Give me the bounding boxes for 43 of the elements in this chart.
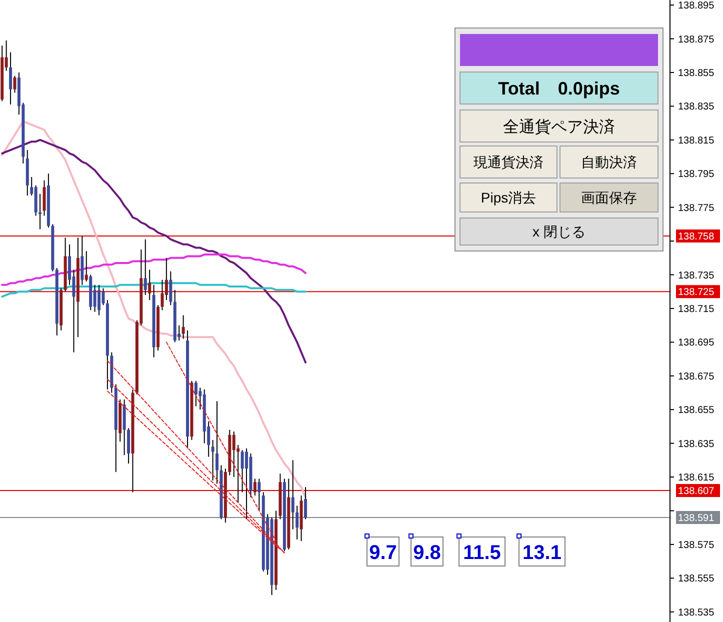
ref-line-label: 138.758 [678,231,715,242]
button: Total 0.0pips [460,72,658,104]
y-tick-label: 138.815 [678,135,715,146]
button: x 閉じる [460,218,658,246]
label-box: 11.5 [456,534,506,566]
button: 全通貨ペア決済 [460,110,658,142]
annotation: Total 0.0pips [498,78,620,98]
y-tick-label: 138.795 [678,169,715,180]
y-tick-label: 138.835 [678,102,715,113]
annotation: 全通貨ペア決済 [503,118,615,136]
y-tick-label: 138.775 [678,202,715,214]
annotation: 9.8 [413,542,441,564]
ref-line-label: 138.607 [678,486,715,498]
annotation: 11.5 [463,542,501,564]
annotation: 画面保存 [581,190,637,206]
button: 自動決済 [560,146,658,178]
y-tick-label: 138.655 [678,405,715,416]
annotation: 自動決済 [581,154,637,170]
ref-line-label: 138.725 [678,287,715,298]
y-tick-label: 138.855 [678,68,715,79]
y-tick-label: 138.555 [678,574,715,585]
y-tick-label: 138.735 [678,270,715,282]
button: 現通貨決済 [460,146,558,178]
label-box: 13.1 [516,534,566,566]
y-tick-label: 138.675 [678,371,715,382]
y-tick-label: 138.895 [678,0,715,12]
y-tick-label: 138.575 [678,540,715,551]
ref-line-label: 138.591 [678,512,715,524]
button: 画面保存 [560,182,658,212]
label-box: 9.8 [408,534,444,566]
annotation: 9.7 [369,542,397,564]
annotation: x 閉じる [532,224,586,240]
y-tick-label: 138.715 [678,304,715,315]
annotation: 13.1 [522,542,562,564]
y-tick-label: 138.635 [678,438,715,450]
y-tick-label: 138.535 [678,607,715,618]
y-tick-label: 138.615 [678,472,715,484]
y-tick-label: 138.875 [678,34,715,46]
button: Pips消去 [460,182,558,212]
annotation: Pips消去 [480,190,536,206]
y-tick-label: 138.695 [678,338,715,349]
label-box: 9.7 [364,534,400,566]
annotation: 現通貨決済 [474,154,544,170]
